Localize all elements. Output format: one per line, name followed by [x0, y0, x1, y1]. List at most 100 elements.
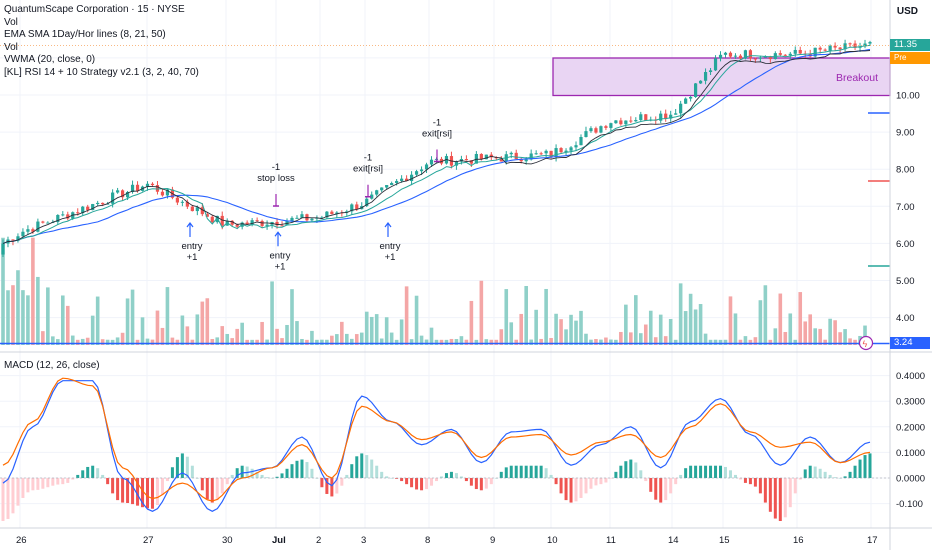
macd-histogram-bar	[714, 465, 718, 478]
macd-histogram-bar	[674, 478, 678, 485]
candle-body	[180, 201, 184, 203]
volume-bar	[364, 311, 369, 345]
volume-bar	[439, 339, 444, 345]
macd-histogram-bar	[425, 478, 429, 490]
macd-histogram-bar	[350, 464, 354, 478]
macd-histogram-bar	[345, 474, 349, 478]
macd-histogram-bar	[788, 478, 792, 508]
volume-bar	[479, 280, 484, 345]
volume-bar	[349, 338, 354, 345]
volume-bar	[150, 339, 155, 345]
pre-label: Pre	[894, 53, 907, 62]
macd-tick-label: 0.2000	[896, 422, 925, 433]
volume-bar	[629, 332, 633, 345]
candle-body	[310, 218, 314, 221]
candlesticks	[1, 39, 872, 257]
candle-body	[499, 158, 503, 162]
symbol-title[interactable]: QuantumScape Corporation · 15 · NYSE	[4, 4, 185, 15]
candle-body	[813, 47, 817, 57]
macd-histogram-bar	[534, 465, 538, 478]
volume-bar	[105, 339, 110, 345]
volume-bar	[693, 309, 698, 345]
macd-histogram-bar	[544, 468, 548, 478]
volume-bar	[663, 336, 668, 345]
legend-rsi-strategy[interactable]: [KL] RSI 14 + 10 Strategy v2.1 (3, 2, 40…	[4, 66, 199, 78]
volume-bar	[753, 337, 758, 345]
volume-bar	[668, 318, 673, 345]
candle-body	[728, 52, 733, 57]
candle-body	[689, 96, 693, 99]
flash-icon[interactable]	[858, 335, 874, 351]
candle-body	[265, 224, 269, 226]
candle-body	[529, 153, 533, 160]
macd-histogram-bar	[853, 465, 857, 478]
legend-vwma[interactable]: VWMA (20, close, 0)	[4, 54, 96, 65]
volume-bar	[838, 332, 842, 345]
candle-body	[584, 131, 588, 137]
candle-body	[788, 53, 792, 56]
volume-bar	[638, 333, 643, 345]
candle-body	[385, 185, 389, 188]
macd-histogram-bar	[71, 478, 75, 480]
macd-histogram-bar	[136, 478, 140, 506]
candle-body	[569, 147, 573, 151]
macd-histogram-bar	[1, 478, 5, 522]
macd-legend[interactable]: MACD (12, 26, close)	[4, 360, 100, 371]
legend-ema[interactable]: EMA SMA 1Day/Hor lines (8, 21, 50)	[4, 29, 166, 40]
macd-histogram-bar	[614, 471, 618, 478]
volume-bar	[733, 313, 738, 345]
time-tick-label: 30	[222, 535, 233, 546]
macd-histogram-bar	[250, 468, 254, 478]
signal-label: +1	[385, 252, 396, 263]
macd-tick-label: 0.1000	[896, 448, 925, 459]
time-tick-label: 11	[606, 535, 616, 546]
signal-label: +1	[187, 252, 198, 263]
volume-bar	[559, 319, 563, 345]
volume-bar	[120, 332, 125, 345]
volume-bar	[544, 288, 548, 345]
macd-histogram-bar	[6, 478, 10, 519]
candle-body	[469, 160, 473, 164]
candle-body	[703, 71, 708, 81]
volume-bar	[110, 339, 115, 345]
volume-level-tag: 3.24	[890, 337, 930, 349]
volume-bar	[803, 321, 808, 345]
volume-bar	[569, 314, 573, 345]
volume-bar	[429, 327, 434, 345]
candle-body	[345, 211, 349, 213]
volume-bar	[643, 324, 648, 345]
macd-histogram-bar	[360, 453, 364, 478]
candle-body	[116, 190, 120, 193]
candle-body	[738, 55, 743, 59]
macd-histogram-bar	[86, 466, 90, 478]
macd-histogram-bar	[395, 478, 399, 479]
candle-body	[185, 201, 189, 207]
macd-histogram-bar	[320, 478, 324, 488]
candle-body	[96, 202, 100, 205]
macd-histogram-bar	[858, 459, 862, 478]
volume-bar	[345, 333, 349, 345]
macd-histogram-bar	[758, 478, 762, 494]
macd-histogram-bar	[275, 476, 279, 478]
candle-body	[395, 180, 399, 184]
macd-tick-label: 0.4000	[896, 371, 925, 382]
signal-label: -1	[433, 117, 441, 128]
macd-histogram-bar	[165, 478, 169, 482]
candle-body	[390, 183, 394, 186]
macd-histogram-bar	[180, 453, 184, 478]
candle-body	[579, 136, 583, 146]
legend-vol-2[interactable]: Vol	[4, 41, 18, 53]
macd-histogram-bar	[150, 478, 154, 509]
legend-vol[interactable]: Vol	[4, 16, 18, 28]
candle-body	[479, 153, 483, 160]
candle-body	[674, 113, 678, 115]
macd-histogram-bar	[624, 461, 628, 478]
currency-label[interactable]: USD	[896, 6, 918, 17]
macd-axis: -0.100 0.0000 0.1000 0.2000 0.3000 0.4000	[896, 371, 925, 510]
candle-body	[539, 153, 543, 155]
candle-body	[56, 214, 60, 223]
candle-body	[554, 148, 558, 158]
volume-bar	[389, 332, 394, 345]
